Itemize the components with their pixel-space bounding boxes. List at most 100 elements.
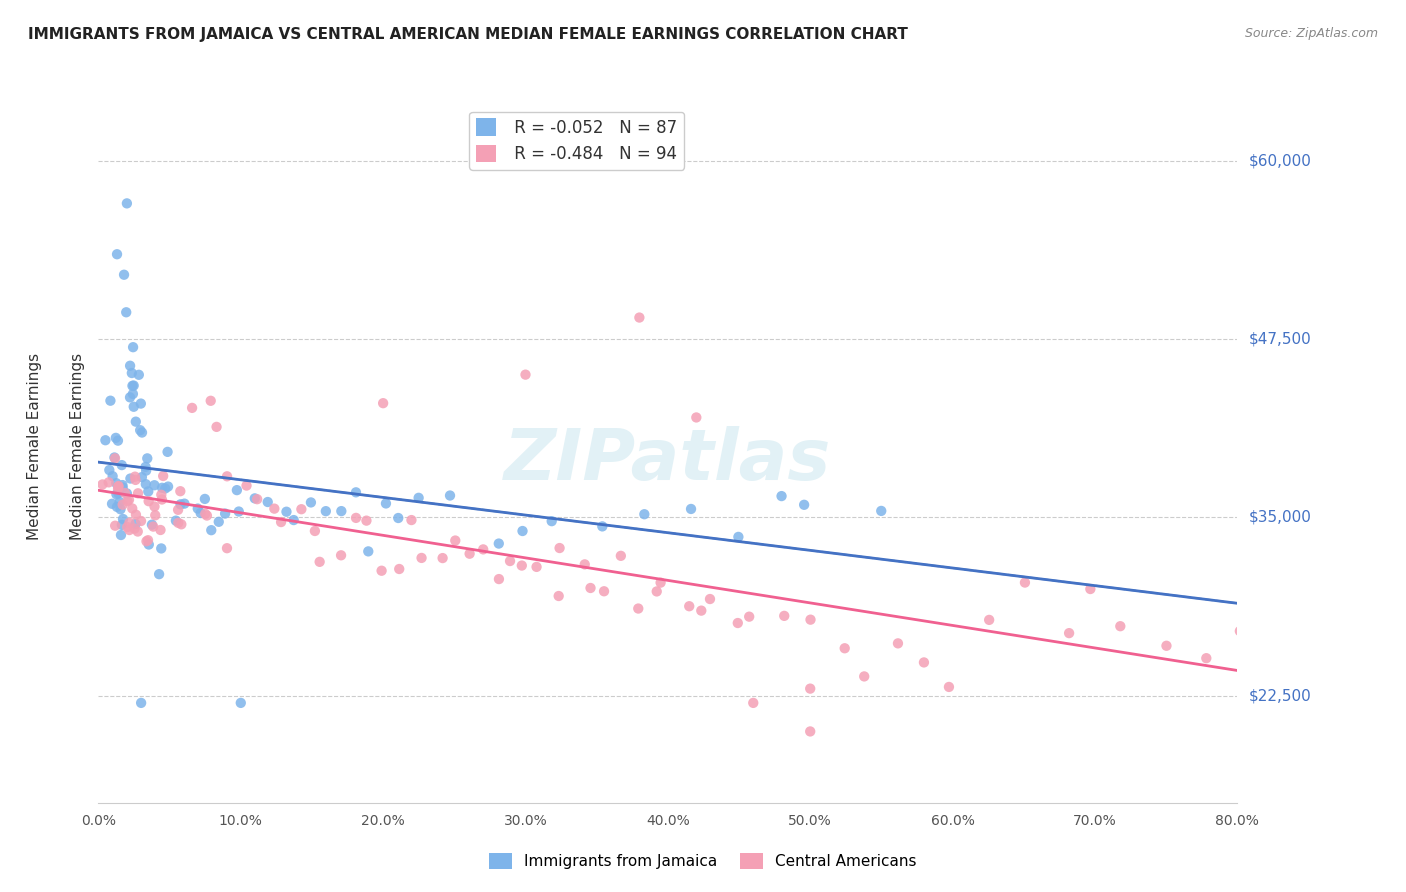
Point	[111, 498, 134, 512]
Point	[129, 423, 152, 437]
Point	[1156, 639, 1178, 653]
Point	[488, 572, 510, 586]
Point	[138, 494, 160, 508]
Point	[887, 636, 910, 650]
Point	[299, 495, 322, 509]
Point	[678, 599, 700, 614]
Point	[610, 549, 633, 563]
Point	[105, 500, 128, 514]
Point	[235, 478, 257, 492]
Point	[124, 522, 146, 536]
Point	[136, 533, 159, 548]
Point	[444, 533, 467, 548]
Point	[91, 477, 114, 491]
Point	[439, 489, 461, 503]
Point	[633, 507, 655, 521]
Point	[650, 575, 672, 590]
Point	[169, 497, 191, 511]
Legend:  R = -0.052   N = 87,  R = -0.484   N = 94: R = -0.052 N = 87, R = -0.484 N = 94	[470, 112, 685, 169]
Point	[110, 528, 132, 542]
Point	[111, 478, 134, 492]
Text: $47,500: $47,500	[1249, 332, 1312, 346]
Point	[627, 601, 650, 615]
Point	[738, 609, 761, 624]
Point	[120, 471, 142, 485]
Point	[685, 410, 707, 425]
Point	[105, 476, 128, 491]
Point	[727, 615, 749, 630]
Point	[101, 469, 124, 483]
Point	[679, 502, 702, 516]
Point	[112, 268, 135, 282]
Point	[120, 359, 142, 373]
Point	[344, 485, 367, 500]
Point	[129, 696, 152, 710]
Point	[727, 530, 749, 544]
Point	[229, 696, 252, 710]
Point	[150, 481, 173, 495]
Point	[243, 491, 266, 506]
Point	[458, 547, 481, 561]
Point	[194, 507, 217, 521]
Point	[356, 514, 378, 528]
Point	[169, 484, 191, 499]
Point	[115, 305, 138, 319]
Point	[104, 518, 127, 533]
Text: $35,000: $35,000	[1249, 510, 1312, 524]
Point	[111, 517, 134, 532]
Point	[173, 497, 195, 511]
Point	[388, 562, 411, 576]
Point	[104, 451, 127, 466]
Point	[593, 584, 616, 599]
Point	[107, 479, 129, 493]
Point	[770, 489, 793, 503]
Point	[131, 425, 153, 440]
Point	[121, 366, 143, 380]
Point	[104, 431, 127, 445]
Point	[793, 498, 815, 512]
Point	[510, 558, 533, 573]
Point	[308, 555, 330, 569]
Point	[315, 504, 337, 518]
Point	[98, 463, 121, 477]
Point	[165, 514, 187, 528]
Point	[256, 495, 278, 509]
Point	[107, 482, 129, 496]
Point	[122, 378, 145, 392]
Point	[579, 581, 602, 595]
Point	[118, 492, 141, 507]
Point	[108, 495, 131, 509]
Point	[111, 480, 134, 494]
Point	[142, 519, 165, 533]
Point	[143, 500, 166, 514]
Point	[107, 486, 129, 500]
Point	[115, 520, 138, 534]
Point	[512, 524, 534, 538]
Point	[283, 513, 305, 527]
Point	[472, 542, 495, 557]
Point	[170, 517, 193, 532]
Point	[215, 541, 238, 556]
Point	[100, 393, 122, 408]
Point	[214, 507, 236, 521]
Point	[912, 656, 935, 670]
Point	[432, 551, 454, 566]
Legend: Immigrants from Jamaica, Central Americans: Immigrants from Jamaica, Central America…	[482, 847, 924, 875]
Point	[853, 669, 876, 683]
Point	[1195, 651, 1218, 665]
Point	[115, 486, 138, 500]
Point	[799, 613, 821, 627]
Point	[149, 523, 172, 537]
Point	[97, 475, 120, 490]
Point	[1109, 619, 1132, 633]
Point	[200, 393, 222, 408]
Point	[540, 514, 562, 528]
Y-axis label: Median Female Earnings: Median Female Earnings	[69, 352, 84, 540]
Point	[187, 501, 209, 516]
Point	[408, 491, 430, 505]
Point	[870, 504, 893, 518]
Point	[122, 340, 145, 354]
Point	[111, 512, 134, 526]
Point	[200, 523, 222, 537]
Point	[148, 567, 170, 582]
